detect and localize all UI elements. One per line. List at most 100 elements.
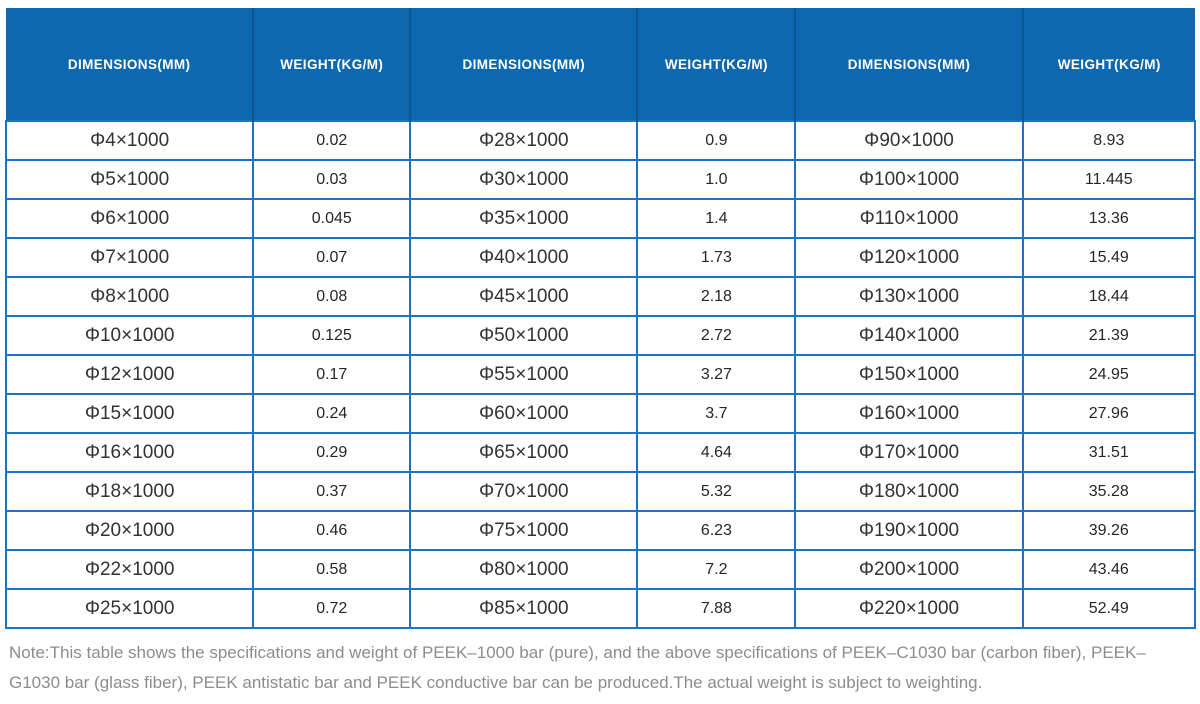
weight-cell: 39.26 <box>1021 510 1197 551</box>
table-row: Φ16×1000 0.29 Φ65×1000 4.64 Φ170×1000 31.51 <box>4 432 1197 473</box>
table-row: Φ25×1000 0.72 Φ85×1000 7.88 Φ220×1000 52.49 <box>4 588 1197 629</box>
weight-cell: 8.93 <box>1021 120 1197 161</box>
weight-cell: 1.73 <box>636 237 797 278</box>
dimension-cell: Φ100×1000 <box>794 159 1024 200</box>
dimension-cell: Φ16×1000 <box>4 432 255 473</box>
table-row: Φ7×1000 0.07 Φ40×1000 1.73 Φ120×1000 15.49 <box>4 237 1197 278</box>
weight-cell: 0.9 <box>636 120 797 161</box>
dimension-cell: Φ190×1000 <box>794 510 1024 551</box>
dimension-cell: Φ35×1000 <box>409 198 639 239</box>
weight-cell: 3.7 <box>636 393 797 434</box>
weight-cell: 0.24 <box>252 393 412 434</box>
table-row: Φ4×1000 0.02 Φ28×1000 0.9 Φ90×1000 8.93 <box>4 120 1197 161</box>
weight-cell: 0.58 <box>252 549 412 590</box>
dimension-cell: Φ30×1000 <box>409 159 639 200</box>
weight-cell: 24.95 <box>1021 354 1197 395</box>
dimension-cell: Φ40×1000 <box>409 237 639 278</box>
weight-cell: 0.08 <box>252 276 412 317</box>
header-dimensions-3: DIMENSIONS(MM) <box>794 8 1023 121</box>
header-weight-1: WEIGHT(KG/M) <box>252 8 411 121</box>
weight-cell: 0.37 <box>252 471 412 512</box>
dimension-cell: Φ7×1000 <box>4 237 255 278</box>
header-weight-2: WEIGHT(KG/M) <box>636 8 796 121</box>
weight-cell: 3.27 <box>636 354 797 395</box>
weight-cell: 15.49 <box>1021 237 1197 278</box>
weight-cell: 0.46 <box>252 510 412 551</box>
dimension-cell: Φ5×1000 <box>4 159 255 200</box>
weight-cell: 1.4 <box>636 198 797 239</box>
dimension-cell: Φ45×1000 <box>409 276 639 317</box>
table-row: Φ8×1000 0.08 Φ45×1000 2.18 Φ130×1000 18.44 <box>4 276 1197 317</box>
weight-cell: 6.23 <box>636 510 797 551</box>
weight-cell: 0.07 <box>252 237 412 278</box>
weight-cell: 5.32 <box>636 471 797 512</box>
dimension-cell: Φ10×1000 <box>4 315 255 356</box>
weight-cell: 35.28 <box>1021 471 1197 512</box>
table-header: DIMENSIONS(MM) WEIGHT(KG/M) DIMENSIONS(M… <box>6 8 1195 121</box>
dimension-cell: Φ28×1000 <box>409 120 639 161</box>
dimension-cell: Φ220×1000 <box>794 588 1024 629</box>
dimension-cell: Φ60×1000 <box>409 393 639 434</box>
header-dimensions-2: DIMENSIONS(MM) <box>409 8 638 121</box>
dimension-cell: Φ12×1000 <box>4 354 255 395</box>
weight-cell: 7.2 <box>636 549 797 590</box>
weight-cell: 0.03 <box>252 159 412 200</box>
dimension-cell: Φ80×1000 <box>409 549 639 590</box>
weight-cell: 0.72 <box>252 588 412 629</box>
weight-cell: 31.51 <box>1021 432 1197 473</box>
dimension-cell: Φ50×1000 <box>409 315 639 356</box>
weight-cell: 0.29 <box>252 432 412 473</box>
dimension-cell: Φ6×1000 <box>4 198 255 239</box>
dimension-cell: Φ160×1000 <box>794 393 1024 434</box>
weight-cell: 0.125 <box>252 315 412 356</box>
weight-cell: 0.02 <box>252 120 412 161</box>
dimension-cell: Φ22×1000 <box>4 549 255 590</box>
note-text: Note:This table shows the specifications… <box>9 643 1146 692</box>
dimension-cell: Φ200×1000 <box>794 549 1024 590</box>
weight-cell: 18.44 <box>1021 276 1197 317</box>
dimension-cell: Φ8×1000 <box>4 276 255 317</box>
table-row: Φ15×1000 0.24 Φ60×1000 3.7 Φ160×1000 27.96 <box>4 393 1197 434</box>
dimension-cell: Φ25×1000 <box>4 588 255 629</box>
weight-cell: 43.46 <box>1021 549 1197 590</box>
peek-bar-spec-table: DIMENSIONS(MM) WEIGHT(KG/M) DIMENSIONS(M… <box>4 8 1197 629</box>
dimension-cell: Φ170×1000 <box>794 432 1024 473</box>
table-row: Φ10×1000 0.125 Φ50×1000 2.72 Φ140×1000 21.39 <box>4 315 1197 356</box>
weight-cell: 0.045 <box>252 198 412 239</box>
dimension-cell: Φ65×1000 <box>409 432 639 473</box>
dimension-cell: Φ55×1000 <box>409 354 639 395</box>
weight-cell: 21.39 <box>1021 315 1197 356</box>
dimension-cell: Φ140×1000 <box>794 315 1024 356</box>
header-weight-3: WEIGHT(KG/M) <box>1021 8 1195 121</box>
dimension-cell: Φ150×1000 <box>794 354 1024 395</box>
dimension-cell: Φ75×1000 <box>409 510 639 551</box>
dimension-cell: Φ70×1000 <box>409 471 639 512</box>
dimension-cell: Φ110×1000 <box>794 198 1024 239</box>
weight-cell: 13.36 <box>1021 198 1197 239</box>
dimension-cell: Φ120×1000 <box>794 237 1024 278</box>
weight-cell: 2.72 <box>636 315 797 356</box>
dimension-cell: Φ130×1000 <box>794 276 1024 317</box>
table-row: Φ18×1000 0.37 Φ70×1000 5.32 Φ180×1000 35.28 <box>4 471 1197 512</box>
dimension-cell: Φ90×1000 <box>794 120 1024 161</box>
weight-cell: 4.64 <box>636 432 797 473</box>
table-body: Φ4×1000 0.02 Φ28×1000 0.9 Φ90×1000 8.93 Φ5×100… <box>4 120 1197 629</box>
dimension-cell: Φ18×1000 <box>4 471 255 512</box>
weight-cell: 27.96 <box>1021 393 1197 434</box>
table-row: Φ20×1000 0.46 Φ75×1000 6.23 Φ190×1000 39.26 <box>4 510 1197 551</box>
weight-cell: 52.49 <box>1021 588 1197 629</box>
weight-cell: 2.18 <box>636 276 797 317</box>
table-row: Φ5×1000 0.03 Φ30×1000 1.0 Φ100×1000 11.445 <box>4 159 1197 200</box>
weight-cell: 7.88 <box>636 588 797 629</box>
table-row: Φ12×1000 0.17 Φ55×1000 3.27 Φ150×1000 24.95 <box>4 354 1197 395</box>
header-dimensions-1: DIMENSIONS(MM) <box>6 8 254 121</box>
dimension-cell: Φ180×1000 <box>794 471 1024 512</box>
dimension-cell: Φ15×1000 <box>4 393 255 434</box>
weight-cell: 11.445 <box>1021 159 1197 200</box>
weight-cell: 0.17 <box>252 354 412 395</box>
table-row: Φ6×1000 0.045 Φ35×1000 1.4 Φ110×1000 13.36 <box>4 198 1197 239</box>
table-row: Φ22×1000 0.58 Φ80×1000 7.2 Φ200×1000 43.46 <box>4 549 1197 590</box>
dimension-cell: Φ4×1000 <box>4 120 255 161</box>
dimension-cell: Φ85×1000 <box>409 588 639 629</box>
